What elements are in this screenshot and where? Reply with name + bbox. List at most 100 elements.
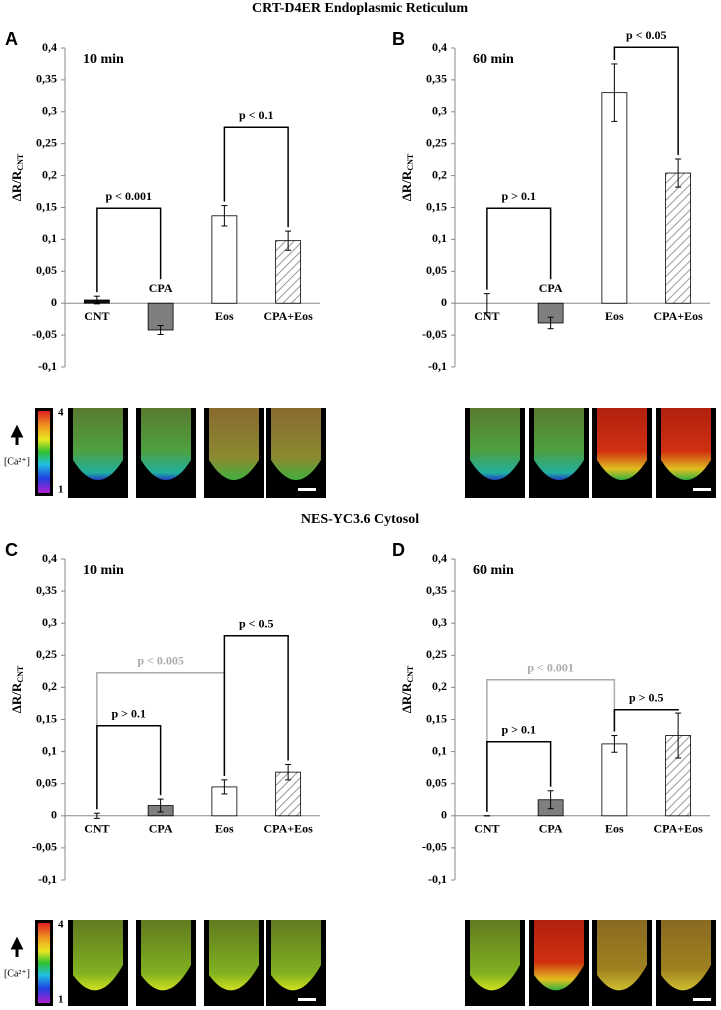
y-axis-title-sub: CNT: [16, 665, 25, 683]
significance-bracket: [96, 207, 162, 293]
colorbar-min: 1: [58, 484, 64, 496]
colorbar-max: 4: [58, 919, 64, 931]
x-tick-label: CPA: [149, 281, 173, 295]
colorbar-label: [Ca²⁺]: [4, 456, 30, 467]
y-tick-label: -0,1: [38, 872, 57, 886]
y-tick-label: 0,05: [426, 775, 447, 789]
x-tick-label: CNT: [474, 309, 499, 323]
significance-label: p < 0.001: [527, 661, 574, 675]
y-tick-label: 0,1: [42, 231, 57, 245]
y-tick-label: 0,35: [426, 72, 447, 86]
x-tick-label: CPA+Eos: [263, 822, 313, 836]
x-tick-label: Eos: [605, 822, 624, 836]
y-axis-title-sub: CNT: [406, 665, 415, 683]
y-tick-label: 0: [51, 295, 57, 309]
bar: [211, 215, 238, 304]
y-tick-label: 0,15: [426, 711, 447, 725]
scale-bar: [298, 488, 316, 491]
significance-bracket: [223, 126, 289, 228]
x-tick-label: CPA+Eos: [653, 309, 703, 323]
y-axis-title-main: ΔR/R: [9, 170, 24, 201]
y-axis-title: ΔR/RCNT: [399, 665, 415, 713]
x-tick-label: Eos: [605, 309, 624, 323]
y-tick-label: 0,15: [36, 711, 57, 725]
arrow-icon: [10, 424, 24, 445]
colorbar-max: 4: [58, 407, 64, 419]
y-axis-title-main: ΔR/R: [399, 682, 414, 713]
significance-label: p < 0.5: [239, 617, 274, 631]
y-tick-label: 0,35: [426, 583, 447, 597]
y-tick-label: 0,4: [42, 551, 57, 565]
y-tick-label: -0,1: [428, 359, 447, 373]
x-tick-label: CNT: [84, 822, 109, 836]
y-tick-label: 0,1: [432, 231, 447, 245]
y-tick-label: 0,05: [36, 263, 57, 277]
y-tick-label: 0,25: [426, 135, 447, 149]
bar: [275, 240, 302, 304]
bar: [601, 92, 628, 304]
y-tick-label: 0,4: [432, 40, 447, 54]
y-tick-label: 0,1: [432, 743, 447, 757]
colorbar-label: [Ca²⁺]: [4, 968, 30, 979]
panel-letter: B: [392, 29, 405, 49]
significance-label: p < 0.05: [626, 28, 667, 42]
colorbar: [38, 411, 50, 493]
panel-letter: C: [5, 540, 18, 560]
y-tick-label: 0,25: [36, 647, 57, 661]
y-axis-title-main: ΔR/R: [399, 170, 414, 201]
y-tick-label: 0,05: [426, 263, 447, 277]
significance-label: p < 0.001: [105, 189, 152, 203]
scale-bar: [693, 998, 711, 1001]
x-tick-label: CPA+Eos: [653, 822, 703, 836]
y-tick-label: -0,05: [32, 840, 57, 854]
significance-bracket: [223, 635, 289, 776]
y-tick-label: 0,4: [42, 40, 57, 54]
x-tick-label: CNT: [474, 822, 499, 836]
y-tick-label: 0,4: [432, 551, 447, 565]
y-tick-label: 0,1: [42, 743, 57, 757]
scale-bar: [298, 998, 316, 1001]
colorbar: [38, 923, 50, 1003]
section-title: CRT-D4ER Endoplasmic Reticulum: [252, 1, 468, 16]
y-tick-label: 0,2: [42, 679, 57, 693]
y-tick-label: 0,3: [42, 104, 57, 118]
section-title: NES-YC3.6 Cytosol: [301, 512, 419, 527]
significance-label: p > 0.1: [501, 723, 536, 737]
y-tick-label: 0: [441, 295, 447, 309]
significance-bracket: [613, 46, 679, 156]
y-tick-label: 0: [51, 808, 57, 822]
y-axis-title: ΔR/RCNT: [399, 153, 415, 201]
x-tick-label: Eos: [215, 309, 234, 323]
y-tick-label: 0,25: [36, 135, 57, 149]
y-axis-title: ΔR/RCNT: [9, 665, 25, 713]
y-tick-label: 0,3: [42, 615, 57, 629]
micrograph-row: 4 1 [Ca²⁺]: [4, 919, 716, 1006]
y-tick-label: 0,35: [36, 72, 57, 86]
subtitle: 10 min: [83, 52, 124, 67]
y-axis-title-main: ΔR/R: [9, 682, 24, 713]
x-tick-label: CPA: [539, 822, 563, 836]
y-tick-label: 0,2: [42, 167, 57, 181]
micrograph-row: 4 1 [Ca²⁺]: [4, 407, 716, 498]
y-tick-label: -0,1: [428, 872, 447, 886]
x-tick-label: CPA: [149, 822, 173, 836]
significance-bracket: [96, 725, 162, 810]
y-tick-label: 0,15: [426, 199, 447, 213]
y-tick-label: 0,35: [36, 583, 57, 597]
panel-letter: D: [392, 540, 405, 560]
y-axis-title-sub: CNT: [16, 153, 25, 171]
y-tick-label: 0,05: [36, 775, 57, 789]
y-tick-label: 0,25: [426, 647, 447, 661]
x-tick-label: CNT: [84, 309, 109, 323]
subtitle: 60 min: [473, 52, 514, 67]
arrow-icon: [10, 936, 24, 957]
y-tick-label: 0,15: [36, 199, 57, 213]
significance-bracket: [486, 207, 552, 290]
y-axis-title-sub: CNT: [406, 153, 415, 171]
y-tick-label: -0,05: [32, 327, 57, 341]
x-tick-label: CPA: [539, 281, 563, 295]
significance-label: p > 0.1: [501, 189, 536, 203]
y-tick-label: -0,05: [422, 840, 447, 854]
significance-label: p > 0.5: [629, 691, 664, 705]
